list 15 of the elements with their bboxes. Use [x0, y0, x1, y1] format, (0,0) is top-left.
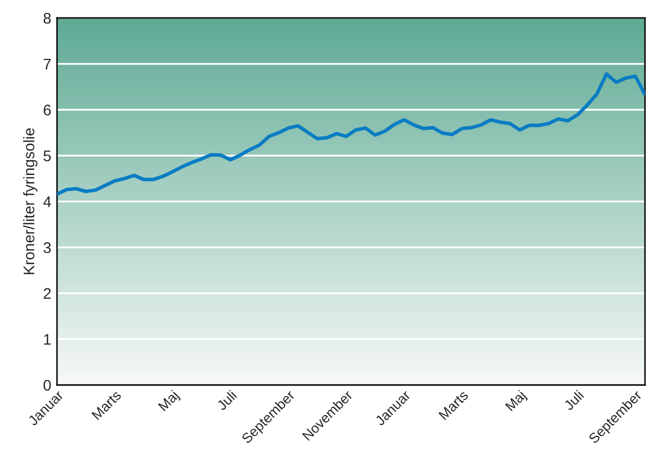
- y-tick-label: 1: [44, 334, 51, 345]
- x-tick-label: Juli: [216, 390, 238, 411]
- y-tick-label: 2: [44, 288, 51, 299]
- y-tick-label: 5: [44, 150, 51, 162]
- x-tick-label: Maj: [158, 390, 182, 414]
- y-tick-label: 8: [44, 12, 51, 24]
- x-tick-label: Juli: [562, 390, 584, 411]
- line-series: [57, 72, 645, 196]
- y-tick-label: 7: [44, 58, 51, 70]
- y-tick-label: 3: [44, 242, 51, 254]
- y-tick-label: 0: [44, 380, 51, 391]
- x-tick-label: Maj: [504, 390, 528, 414]
- y-tick-label: 6: [44, 104, 51, 116]
- y-tick-label: 4: [43, 196, 51, 208]
- y-axis-title: Kroner/liter fyringsolie: [23, 128, 38, 274]
